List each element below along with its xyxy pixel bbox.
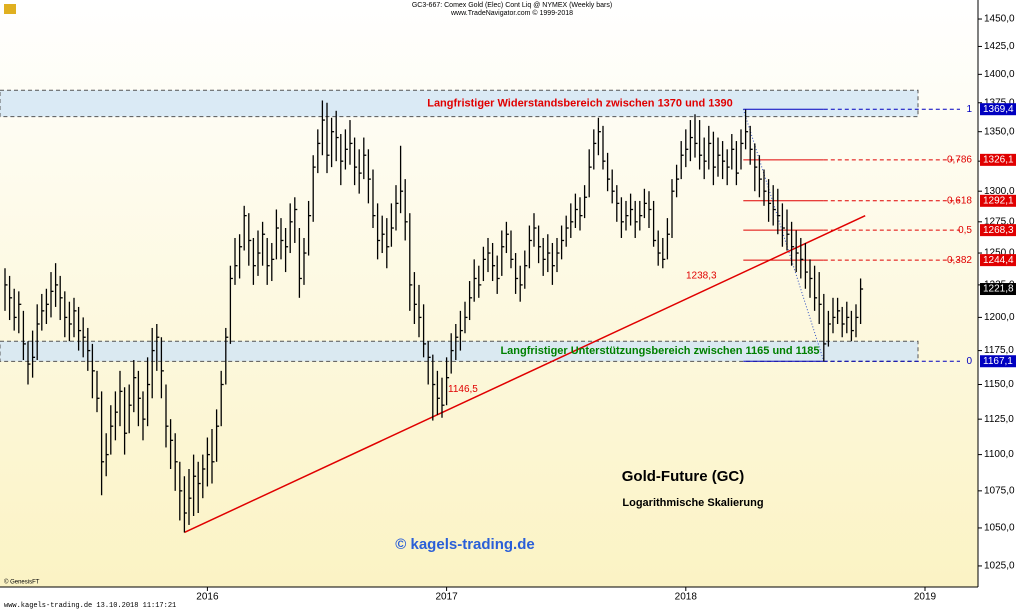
- fib-price: 1167,1: [983, 356, 1013, 367]
- plot-layer: 1 0,786 0,618 0,5 0,382 0 Langfristiger Widers…: [0, 89, 972, 534]
- fib-ratio: 0,5: [958, 225, 972, 236]
- watermark: © kagels-trading.de: [395, 536, 534, 553]
- fib-ratio: 0,786: [947, 154, 972, 165]
- subheader: www.TradeNavigator.com © 1999-2018: [450, 9, 573, 17]
- fib-price: 1268,3: [983, 225, 1014, 236]
- fib-price-box: [980, 254, 1016, 267]
- zone: [0, 340, 919, 362]
- plot-background: [0, 0, 978, 587]
- y-tick-label: 1175,0: [984, 345, 1014, 356]
- y-tick-label: 1450,0: [984, 14, 1015, 25]
- y-tick-label: 1025,0: [984, 561, 1015, 572]
- fib-price: 1292,1: [983, 195, 1014, 206]
- y-tick-label: 1050,0: [984, 523, 1015, 534]
- logo: [4, 4, 16, 14]
- y-tick-label: 1100,0: [984, 449, 1014, 460]
- fib-diagonal: [742, 109, 825, 362]
- x-tick-label: 2019: [914, 592, 937, 603]
- axis-background: [978, 0, 1024, 610]
- fib-price: 1244,4: [983, 255, 1014, 266]
- fib-price-box: [980, 153, 1016, 166]
- header: GC3-667: Comex Gold (Elec) Cont Liq @ NY…: [412, 2, 612, 9]
- y-tick-label: 1375,0: [984, 97, 1015, 108]
- fib-price: 1369,4: [983, 104, 1014, 115]
- zone: [0, 89, 919, 118]
- y-tick-label: 1275,0: [984, 216, 1015, 227]
- y-tick-label: 1200,0: [984, 312, 1015, 323]
- y-tick-label: 1300,0: [984, 186, 1015, 197]
- last-price-box: [980, 283, 1016, 296]
- fib-price-box: [980, 103, 1016, 116]
- fib-ratio: 1: [966, 104, 972, 115]
- y-tick-label: 1125,0: [984, 414, 1014, 425]
- fib-ratio: 0: [966, 356, 972, 367]
- fib-price: 1326,1: [983, 154, 1014, 165]
- fib-price-box: [980, 224, 1016, 237]
- y-tick-label: 1350,0: [984, 126, 1015, 137]
- chart-title: Gold-Future (GC): [622, 468, 744, 485]
- source: © GenesisFT: [4, 579, 40, 586]
- x-tick-label: 2016: [196, 592, 219, 603]
- fib-price-box: [980, 355, 1016, 368]
- fib-ratio: 0,382: [947, 255, 972, 266]
- annotation: 1238,3: [686, 271, 717, 282]
- fib-price-box: [980, 194, 1016, 207]
- x-tick-label: 2018: [675, 592, 698, 603]
- trendline: [184, 214, 866, 534]
- y-tick-label: 1075,0: [984, 485, 1015, 496]
- footer: www.kagels-trading.de 13.10.2018 11:17:2…: [4, 602, 176, 610]
- zone-label: Langfristiger Unterstützungsbereich zwis…: [500, 345, 819, 357]
- y-tick-label: 1150,0: [984, 379, 1014, 390]
- x-tick-label: 2017: [435, 592, 458, 603]
- chart-subtitle: Logarithmische Skalierung: [622, 497, 763, 509]
- zone-label: Langfristiger Widerstandsbereich zwische…: [427, 97, 733, 109]
- fib-ratio: 0,618: [947, 195, 972, 206]
- last-price: 1221,8: [983, 284, 1014, 295]
- y-tick-label: 1250,0: [984, 248, 1015, 259]
- annotation: 1146,5: [448, 384, 478, 395]
- y-tick-label: 1400,0: [984, 69, 1015, 80]
- y-tick-label: 1425,0: [984, 41, 1015, 52]
